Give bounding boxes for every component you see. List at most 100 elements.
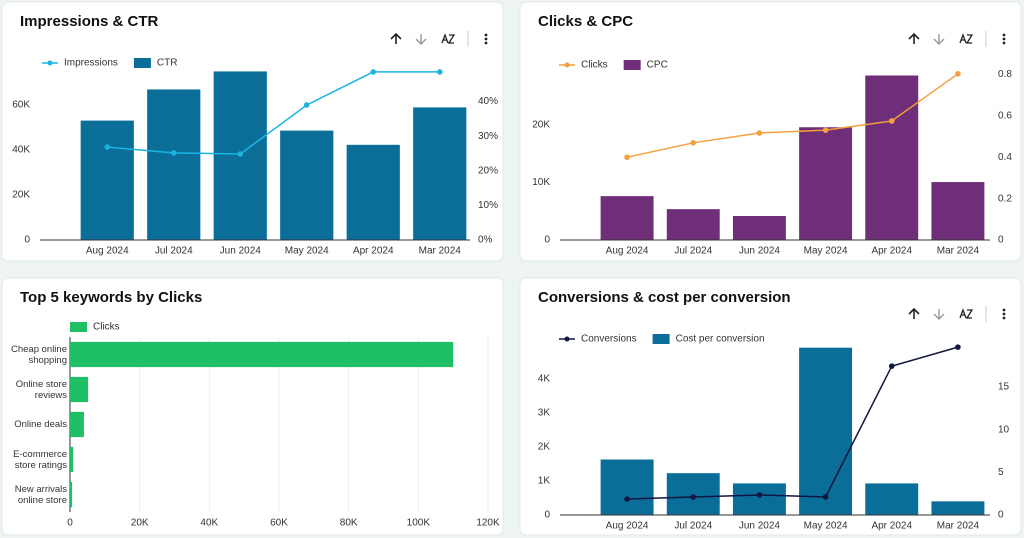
x-tick-label: Mar 2024 <box>937 521 980 532</box>
y-tick-label: Online store reviews <box>15 378 67 401</box>
bar <box>666 473 720 515</box>
x-tick-label: Jun 2024 <box>220 246 262 257</box>
legend-label: Cost per conversion <box>676 334 765 345</box>
line-point <box>303 102 310 108</box>
bar <box>865 483 919 515</box>
x-tick-label: 0 <box>67 518 73 529</box>
x-tick-label: 100K <box>407 518 431 529</box>
y-tick-label: 20K <box>532 120 550 131</box>
bar <box>931 182 985 240</box>
bar <box>600 459 654 515</box>
y2-tick-label: 20% <box>478 165 498 176</box>
y-tick-label: E-commerce store ratings <box>13 448 67 471</box>
y-tick-label: 10K <box>532 177 550 188</box>
y-tick-label: 2K <box>538 442 551 453</box>
y2-tick-label: 5 <box>998 467 1004 478</box>
line-point <box>756 492 763 498</box>
bar <box>865 75 919 240</box>
legend-swatch <box>623 60 641 70</box>
y2-tick-label: 10% <box>478 200 498 211</box>
x-tick-label: Jul 2024 <box>155 246 193 257</box>
category-label: E-commerce store ratings <box>13 448 67 471</box>
line <box>626 73 959 158</box>
line-point <box>690 494 697 500</box>
line <box>627 346 959 500</box>
line-point <box>822 127 829 133</box>
legend-label: Impressions <box>64 58 118 69</box>
x-tick-label: Apr 2024 <box>353 246 394 257</box>
y2-tick-label: 0.6 <box>998 111 1012 122</box>
y2-tick-label: 10 <box>998 424 1010 435</box>
y-tick-label: 1K <box>538 476 551 487</box>
line-point <box>955 344 961 350</box>
y2-tick-label: 0 <box>998 510 1004 521</box>
bar <box>70 341 454 368</box>
y-tick-label: 0 <box>24 235 30 246</box>
y2-tick-label: 0.2 <box>998 193 1012 204</box>
bar <box>70 376 89 403</box>
bar <box>732 216 786 240</box>
line-point <box>624 154 630 160</box>
y2-tick-label: 40% <box>478 96 498 107</box>
x-tick-label: Mar 2024 <box>937 246 980 257</box>
x-tick-label: Aug 2024 <box>606 246 649 257</box>
bar <box>147 89 201 240</box>
line-point <box>822 494 829 500</box>
x-tick-label: Jul 2024 <box>674 521 712 532</box>
bar <box>80 120 134 240</box>
category-label: New arrivals online store <box>15 484 67 506</box>
legend-label: CPC <box>647 60 668 71</box>
chart-title: Impressions & CTR <box>20 13 159 30</box>
x-tick-label: May 2024 <box>285 246 329 257</box>
y2-tick-label: 15 <box>998 382 1010 393</box>
x-tick-label: Apr 2024 <box>871 521 912 532</box>
x-tick-label: Apr 2024 <box>871 246 912 257</box>
x-tick-label: May 2024 <box>804 521 848 532</box>
x-tick-label: Aug 2024 <box>606 521 649 532</box>
legend-swatch <box>133 58 151 68</box>
x-tick-label: Jul 2024 <box>674 246 712 257</box>
chart-title: Clicks & CPC <box>538 13 633 30</box>
line-point <box>955 71 961 77</box>
y-tick-label: Cheap online shopping <box>11 343 67 366</box>
y-tick-label: 40K <box>12 145 30 156</box>
bar <box>280 130 334 240</box>
bar <box>732 483 786 515</box>
category-label: Online store reviews <box>15 378 67 401</box>
bar <box>70 446 74 473</box>
line-point <box>170 150 177 156</box>
line-point <box>436 69 443 75</box>
legend-label: CTR <box>157 58 178 69</box>
line-point <box>756 130 763 136</box>
y2-tick-label: 0.8 <box>998 69 1012 80</box>
x-tick-label: Aug 2024 <box>86 246 129 257</box>
y2-tick-label: 30% <box>478 131 498 142</box>
legend-label: Conversions <box>581 334 637 345</box>
chart-title: Conversions & cost per conversion <box>538 289 791 306</box>
y-tick-label: 20K <box>12 190 30 201</box>
bar <box>70 481 73 508</box>
line-point <box>690 140 697 146</box>
x-tick-label: Jun 2024 <box>739 521 781 532</box>
category-label: Online deals <box>14 419 67 430</box>
legend-dot <box>564 336 570 342</box>
legend-swatch <box>652 334 670 344</box>
line-point <box>888 363 895 369</box>
x-tick-label: 80K <box>340 518 358 529</box>
y-tick-label: 3K <box>538 408 551 419</box>
bar <box>931 501 985 515</box>
x-tick-label: 20K <box>131 518 149 529</box>
line-point <box>888 118 895 124</box>
bar <box>413 107 467 240</box>
x-tick-label: Mar 2024 <box>419 246 462 257</box>
y-tick-label: 60K <box>12 100 30 111</box>
legend-swatch <box>70 322 87 332</box>
legend-label: Clicks <box>93 322 120 333</box>
y2-tick-label: 0 <box>998 235 1004 246</box>
bar <box>799 347 853 515</box>
chart-title: Top 5 keywords by Clicks <box>20 289 202 306</box>
line-point <box>624 496 630 502</box>
bar <box>600 196 654 240</box>
bar <box>799 127 853 240</box>
